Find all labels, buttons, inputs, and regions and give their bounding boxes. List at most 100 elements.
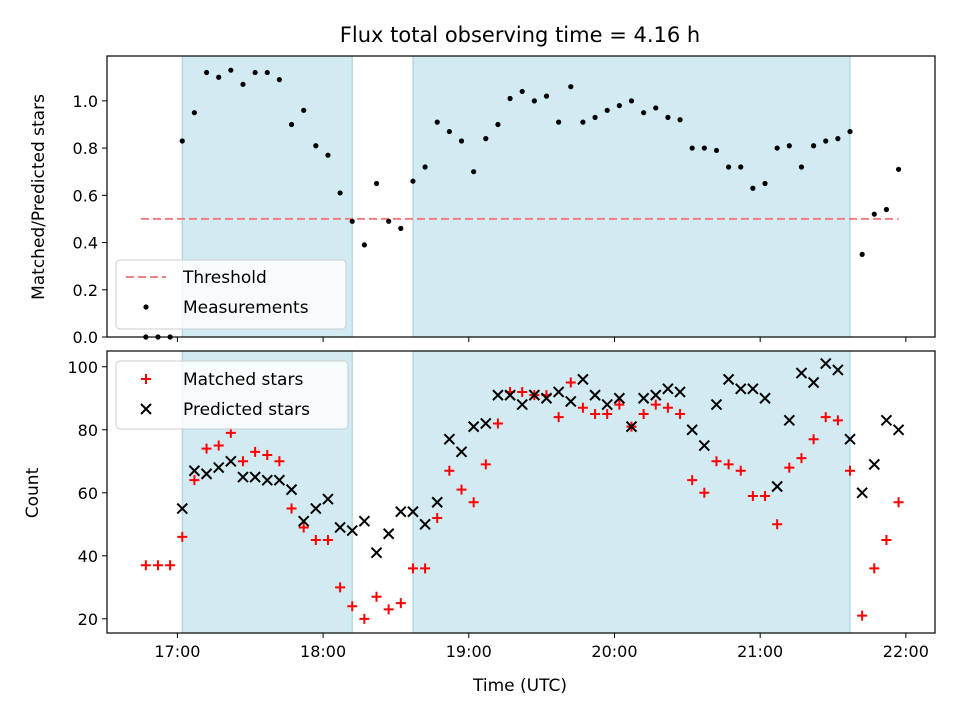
- predicted-star-point: [310, 502, 322, 515]
- measurement-point: [810, 143, 817, 149]
- ratio-y-axis-label: Matched/Predicted stars: [29, 94, 49, 300]
- measurement-point: [616, 102, 622, 109]
- predicted-star-point: [540, 392, 553, 404]
- predicted-star-point: [892, 424, 905, 436]
- predicted-star-point: [722, 373, 735, 386]
- predicted-star-point: [358, 515, 371, 527]
- legend-box: [115, 259, 347, 330]
- predicted-star-point: [419, 518, 431, 531]
- measurement-point: [835, 136, 841, 142]
- x-tick-label: 18:00: [300, 642, 346, 661]
- x-tick-label: 22:00: [883, 642, 929, 661]
- legend-matched-label: Matched stars: [183, 370, 303, 390]
- measurement-point: [337, 190, 343, 196]
- matched-star-point: [480, 459, 491, 470]
- matched-star-point: [298, 522, 309, 533]
- predicted-star-point: [637, 392, 650, 404]
- measurement-point: [774, 145, 780, 151]
- matched-star-point: [808, 434, 819, 445]
- y-tick-label: 80: [78, 421, 98, 440]
- measurement-point: [313, 143, 319, 149]
- matched-star-point: [675, 409, 686, 420]
- measurement-point: [568, 84, 574, 90]
- matched-star-point: [420, 563, 431, 574]
- predicted-star-point: [650, 389, 662, 401]
- matched-star-point: [225, 427, 236, 438]
- measurement-point: [823, 138, 829, 144]
- matched-star-point: [869, 563, 880, 574]
- predicted-star-point: [856, 487, 868, 499]
- matched-star-point: [274, 456, 285, 467]
- ratio-panel: 0.0 0.2 0.4 0.6 0.8 1.0 Threshold Measurements: [73, 55, 936, 347]
- matched-star-point: [310, 535, 321, 546]
- measurement-point: [483, 136, 489, 142]
- y-tick-label: 60: [78, 484, 98, 503]
- measurement-point: [738, 164, 744, 170]
- predicted-star-point: [771, 480, 783, 493]
- measurement-point: [726, 164, 732, 170]
- matched-star-point: [432, 512, 443, 523]
- predicted-star-point: [613, 392, 626, 404]
- count-y-axis-label: Count: [23, 467, 43, 518]
- legend-measurement-swatch: [143, 304, 149, 310]
- measurement-point: [677, 117, 683, 123]
- measurement-point: [592, 114, 598, 120]
- matched-star-point: [577, 402, 588, 413]
- matched-star-point: [638, 409, 649, 420]
- predicted-star-point: [625, 420, 638, 433]
- measurement-point: [458, 138, 465, 144]
- measurement-point: [276, 77, 282, 83]
- matched-star-point: [250, 446, 261, 457]
- predicted-star-point: [565, 395, 577, 408]
- predicted-star-point: [212, 461, 225, 474]
- matched-star-point: [322, 535, 333, 546]
- matched-star-point: [165, 560, 176, 571]
- measurement-point: [216, 74, 222, 80]
- matched-star-point: [213, 440, 224, 451]
- measurement-point: [580, 119, 586, 125]
- matched-star-point: [456, 484, 467, 495]
- measurement-point: [228, 67, 234, 73]
- legend-box: [115, 360, 349, 430]
- y-tick-label: 0.2: [73, 281, 98, 300]
- predicted-star-point: [334, 521, 346, 534]
- matched-star-point: [650, 399, 661, 410]
- predicted-star-point: [467, 420, 480, 433]
- predicted-star-point: [844, 433, 856, 445]
- predicted-star-point: [795, 367, 808, 379]
- predicted-star-point: [395, 505, 407, 518]
- x-tick-label: 21:00: [737, 642, 783, 661]
- count-plot-frame: [106, 350, 936, 634]
- measurement-point: [556, 119, 562, 125]
- matched-star-point: [189, 475, 200, 486]
- measurement-point: [373, 180, 380, 187]
- matched-star-point: [407, 563, 418, 574]
- y-tick-label: 20: [78, 610, 98, 629]
- matched-star-point: [760, 490, 771, 501]
- count-legend: Matched stars Predicted stars: [115, 360, 349, 430]
- matched-star-point: [893, 497, 904, 508]
- predicted-star-point: [674, 386, 686, 398]
- predicted-star-point: [807, 376, 820, 389]
- matched-star-point: [237, 456, 248, 467]
- legend-predicted-swatch: [140, 403, 152, 415]
- measurement-point: [471, 169, 477, 175]
- measurement-point: [179, 138, 185, 144]
- matched-star-point: [820, 412, 831, 423]
- measurement-point: [895, 166, 902, 172]
- measurement-point: [543, 93, 550, 99]
- predicted-star-point: [200, 468, 213, 480]
- predicted-star-point: [783, 414, 796, 427]
- matched-star-point: [857, 610, 868, 621]
- measurement-point: [410, 178, 416, 184]
- matched-star-point: [602, 409, 613, 420]
- matched-star-point: [711, 456, 722, 467]
- x-tick-label: 17:00: [154, 642, 200, 661]
- matched-star-point: [347, 601, 358, 612]
- matched-star-point: [152, 560, 163, 571]
- matched-star-point: [784, 462, 795, 473]
- predicted-star-point: [225, 455, 237, 467]
- matched-star-point: [614, 399, 625, 410]
- y-tick-label: 0.8: [73, 139, 98, 158]
- matched-star-point: [590, 409, 601, 420]
